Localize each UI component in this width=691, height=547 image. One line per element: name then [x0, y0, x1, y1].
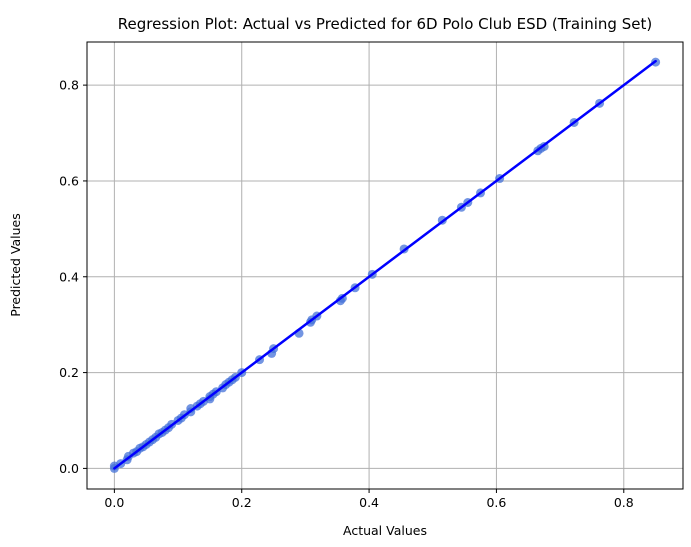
- y-tick-label: 0.0: [59, 461, 79, 476]
- grid: [87, 42, 683, 489]
- plot-frame: [86, 41, 684, 490]
- x-tick-label: 0.0: [104, 495, 124, 510]
- x-tick-label: 0.6: [486, 495, 506, 510]
- axis-ticks: 0.0 0.2 0.4 0.6 0.8 0.0 0.2 0.4 0.6 0.8: [59, 78, 634, 510]
- y-tick-label: 0.8: [59, 78, 79, 93]
- y-tick-label: 0.2: [59, 365, 79, 380]
- x-tick-label: 0.8: [614, 495, 634, 510]
- x-tick-label: 0.4: [359, 495, 379, 510]
- x-axis-label: Actual Values: [343, 523, 427, 538]
- y-tick-label: 0.6: [59, 173, 79, 188]
- x-tick-label: 0.2: [232, 495, 252, 510]
- y-axis-label: Predicted Values: [8, 213, 23, 317]
- regression-line: [113, 59, 657, 470]
- regression-line-layer: [113, 59, 657, 470]
- y-tick-label: 0.4: [59, 269, 79, 284]
- chart-title: Regression Plot: Actual vs Predicted for…: [118, 15, 652, 33]
